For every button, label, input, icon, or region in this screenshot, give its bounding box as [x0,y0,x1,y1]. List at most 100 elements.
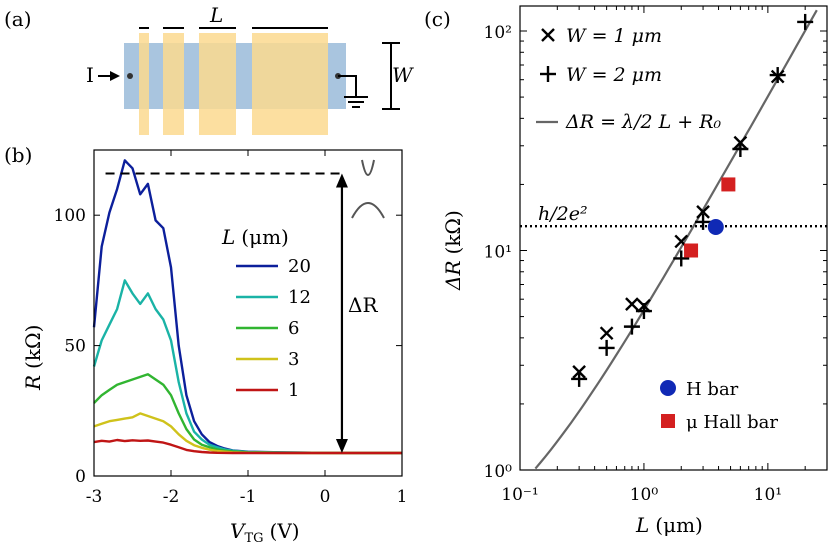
y-tick-label: 0 [75,467,86,487]
marker-stroke [696,205,710,219]
legend-marker-w2 [540,66,556,82]
legend-label-L3: 3 [288,349,299,370]
data-point [721,177,736,192]
y-tick-label: 10¹ [484,243,512,263]
chart-c-ylabel-unit: (kΩ) [441,210,465,254]
chart-b: -3 -2 -1 0 1 0 50 100 VTG (V) R (kΩ) ΔR L (μm) 20 1… [21,149,408,546]
current-label: I [86,63,94,87]
panel-label-b: (b) [4,143,32,167]
chart-c-ylabel: ΔR (kΩ) [441,210,465,291]
legend-label-L20: 20 [288,256,311,277]
x-tick-label: -1 [240,487,257,507]
legend-label-w1: W = 1 μm [566,25,662,47]
chart-c-ticks: 10⁻¹ 10⁰ 10¹ 10⁰ 10¹ 10² [484,6,828,505]
gate-stripe-3 [199,33,236,135]
data-point [707,218,724,235]
legend-label-fit: ΔR = λ/2 L + R₀ [565,111,722,133]
data-point [769,67,786,84]
data-point [635,303,652,320]
x-tick-label: -3 [86,487,103,507]
marker-stroke [625,297,639,311]
x-tick-label: 10⁰ [630,485,659,505]
legend-label-w2: W = 2 μm [566,64,662,86]
marker-shape [684,243,699,258]
gate-stripes [139,33,328,135]
chart-b-xlabel: VTG (V) [230,519,300,546]
data-point [571,370,588,387]
chart-c-series [571,13,814,387]
legend-label-L6: 6 [288,318,299,339]
svg-text:L(μm): L (μm) [221,225,289,249]
data-point [598,339,615,356]
y-tick-label: 10² [484,23,512,43]
ground-symbol [335,73,368,108]
chart-b-legend-title-unit: (μm) [241,225,289,249]
legend-marker-hbar [660,380,676,396]
delta-arrow-head-top [335,173,348,188]
x-tick-label: -2 [163,487,180,507]
svg-text:ΔR(kΩ): ΔR (kΩ) [441,210,465,291]
chart-b-xlabel-sub: TG [244,531,263,546]
legend-label-hbar: H bar [686,379,739,400]
current-arrow [98,71,133,81]
marker-shape [721,177,736,192]
marker-shape [661,414,675,428]
panel-label-a: (a) [4,7,32,31]
width-label: W [392,63,414,87]
chart-b-ticks: -3 -2 -1 0 1 0 50 100 [54,150,408,507]
chart-c-xlabel-unit: (μm) [655,513,703,537]
marker-stroke [674,234,689,249]
chart-c-ylabel-main: ΔR [441,260,465,291]
marker-shape [707,218,724,235]
x-tick-label: 10¹ [754,485,782,505]
data-point [623,318,640,335]
x-tick-label: 0 [320,487,331,507]
chart-b-legend: L (μm) 20 12 6 3 1 [221,225,311,401]
delta-arrow-head-bottom [335,439,348,454]
x-tick-label: 1 [397,487,408,507]
chart-c-hline-label: h/2e² [538,203,588,225]
data-point [673,250,690,267]
svg-text:R(kΩ): R (kΩ) [21,325,45,391]
width-dimension [382,42,400,110]
chart-b-xlabel-unit: (V) [270,519,300,543]
fit-line [534,9,818,470]
data-point [797,13,814,30]
chart-c-lines [520,9,827,470]
marker-shape [660,380,676,396]
y-tick-label: 100 [54,206,86,226]
length-label: L [209,3,223,27]
svg-text:VTG(V): VTG (V) [230,519,300,546]
data-point [695,213,712,230]
marker-stroke [599,326,614,341]
band-structure-icon [351,159,385,219]
gate-stripe-2 [163,33,184,135]
chart-c-xlabel-main: L [635,513,649,537]
chart-b-series [92,159,402,455]
chart-c-legend: W = 1 μm W = 2 μm ΔR = λ/2 L + R₀ [536,25,722,133]
chart-b-ylabel: R (kΩ) [21,325,45,391]
gate-stripe-1 [139,33,149,135]
panel-label-c: (c) [424,7,451,31]
chart-b-annotation: ΔR [348,293,378,317]
y-tick-label: 50 [64,337,86,357]
legend-label-uhall: μ Hall bar [686,412,778,433]
gate-stripe-4 [252,33,328,135]
chart-c-xlabel: L (μm) [635,513,703,537]
chart-b-legend-title-main: L [221,225,235,249]
data-point [696,205,710,219]
legend-label-L1: 1 [288,380,299,401]
svg-text:L(μm): L (μm) [635,513,703,537]
data-point [599,326,614,341]
marker-stroke [541,28,555,42]
data-point [625,297,639,311]
chart-c-frame [519,5,828,471]
chart-b-ylabel-main: R [21,375,45,391]
chart-b-xlabel-main: V [230,519,247,543]
x-tick-label: 10⁻¹ [501,485,538,505]
series-line-L1 [93,438,402,455]
chart-b-ylabel-unit: (kΩ) [21,325,45,369]
legend-label-L12: 12 [288,287,311,308]
data-point [732,141,749,158]
chart-b-delta-arrow [335,173,348,454]
